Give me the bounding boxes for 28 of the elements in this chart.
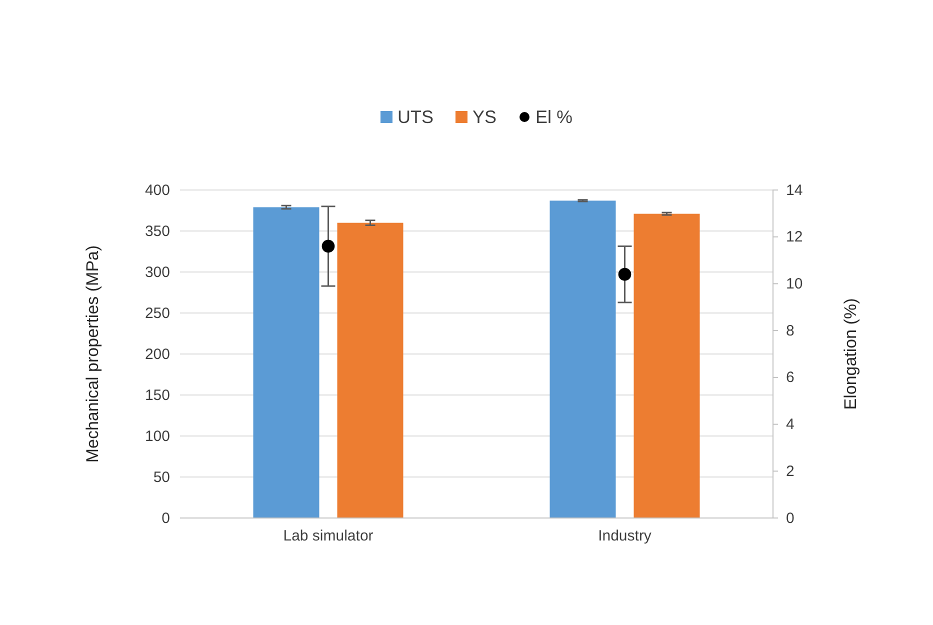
bar [253, 207, 320, 518]
y-tick-label: 400 [144, 182, 170, 199]
bar [550, 200, 616, 518]
y2-tick-label: 14 [786, 182, 803, 199]
y-tick-label: 100 [144, 428, 170, 445]
legend-label: UTS [397, 107, 434, 127]
y-tick-label: 0 [162, 510, 170, 527]
y2-axis-title: Elongation (%) [841, 298, 860, 410]
y-tick-label: 350 [144, 222, 170, 240]
y-tick-label: 200 [144, 346, 170, 363]
y-tick-label: 300 [144, 264, 170, 281]
bar [634, 214, 700, 518]
y-tick-label: 250 [144, 304, 170, 322]
y2-tick-label: 2 [786, 462, 794, 480]
legend-label: YS [472, 107, 496, 127]
y-tick-label: 50 [153, 468, 170, 486]
y2-tick-label: 10 [786, 276, 803, 293]
y2-tick-label: 8 [786, 322, 794, 340]
y2-tick-label: 6 [786, 369, 794, 386]
x-tick-label: Lab simulator [283, 528, 374, 545]
y2-tick-label: 12 [786, 228, 803, 246]
y-axis-title: Mechanical properties (MPa) [83, 245, 102, 463]
y-tick-label: 150 [144, 386, 170, 404]
legend-label: El % [536, 107, 573, 127]
y2-tick-label: 0 [786, 510, 794, 527]
x-tick-label: Industry [598, 528, 652, 545]
bar [337, 222, 404, 518]
y2-tick-label: 4 [786, 416, 794, 434]
